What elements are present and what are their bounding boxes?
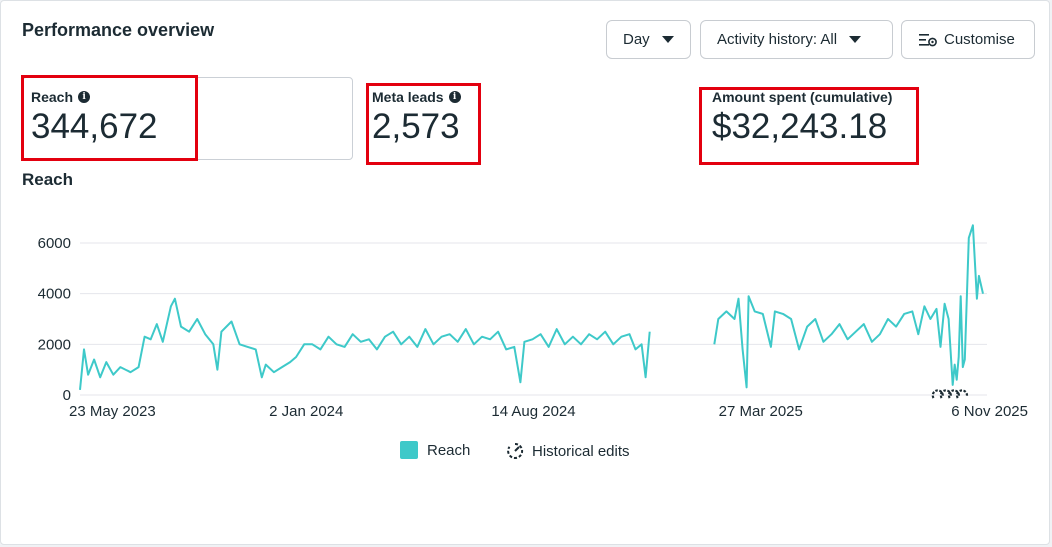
reach-metric-value: 344,672: [31, 107, 158, 146]
historical-edit-marker: [956, 389, 969, 399]
amount-spent-metric-value: $32,243.18: [712, 107, 888, 146]
activity-history-label: Activity history: All: [717, 31, 838, 48]
legend-label-reach: Reach: [427, 441, 471, 459]
reach-line-chart: 0 2000 4000 6000 23 May 2023 2 Jan 2024 14 Aug…: [38, 224, 1028, 420]
y-tick-label: 6000: [38, 235, 71, 252]
historical-edit-marker: [947, 389, 961, 399]
chevron-down-icon: [849, 36, 862, 43]
reach-swatch-icon: [400, 441, 418, 459]
reach-metric: Reach i 344,672: [31, 89, 158, 147]
x-tick-label: 6 Nov 2025: [951, 403, 1028, 420]
amount-spent-metric-label-row: Amount spent (cumulative): [712, 89, 892, 105]
historical-edit-marker: [931, 389, 944, 399]
page-title: Performance overview: [22, 20, 215, 40]
highlight-box-meta-leads: [366, 83, 481, 165]
y-tick-label: 2000: [38, 336, 71, 353]
historical-edits-icon: [507, 442, 524, 459]
day-dropdown[interactable]: Day: [606, 20, 691, 59]
x-tick-label: 14 Aug 2024: [491, 403, 575, 420]
meta-leads-metric-value: 2,573: [372, 107, 460, 146]
reach-series-line: [79, 297, 651, 390]
legend-item-reach[interactable]: Reach: [400, 441, 470, 459]
reach-metric-label-row: Reach i: [31, 89, 158, 105]
x-tick-label: 23 May 2023: [69, 403, 156, 420]
legend-label-historical-edits: Historical edits: [532, 442, 630, 460]
meta-leads-metric-label-row: Meta leads i: [372, 89, 461, 105]
meta-leads-metric-label: Meta leads: [372, 89, 444, 105]
customise-label: Customise: [944, 31, 1015, 48]
info-icon[interactable]: i: [448, 91, 461, 103]
amount-spent-metric-label: Amount spent (cumulative): [712, 89, 893, 105]
meta-leads-metric[interactable]: Meta leads i 2,573: [372, 89, 461, 147]
chart-title: Reach: [22, 170, 74, 189]
highlight-box-amount-spent: [699, 87, 919, 165]
highlight-box-reach: [21, 75, 198, 161]
activity-history-dropdown[interactable]: Activity history: All: [700, 20, 893, 59]
day-dropdown-label: Day: [623, 31, 650, 48]
customise-icon: [919, 33, 937, 46]
historical-edit-marker: [939, 389, 952, 399]
chevron-down-icon: [661, 36, 674, 43]
legend-item-historical-edits[interactable]: Historical edits: [505, 441, 630, 461]
reach-series-line: [713, 224, 984, 389]
reach-metric-label: Reach: [31, 89, 74, 105]
x-tick-label: 2 Jan 2024: [269, 403, 343, 420]
x-tick-label: 27 Mar 2025: [719, 403, 803, 420]
y-tick-label: 0: [63, 387, 71, 404]
y-tick-label: 4000: [38, 286, 71, 303]
customise-button[interactable]: Customise: [901, 20, 1035, 59]
amount-spent-metric[interactable]: Amount spent (cumulative) $32,243.18: [712, 89, 892, 147]
info-icon[interactable]: i: [78, 91, 91, 103]
